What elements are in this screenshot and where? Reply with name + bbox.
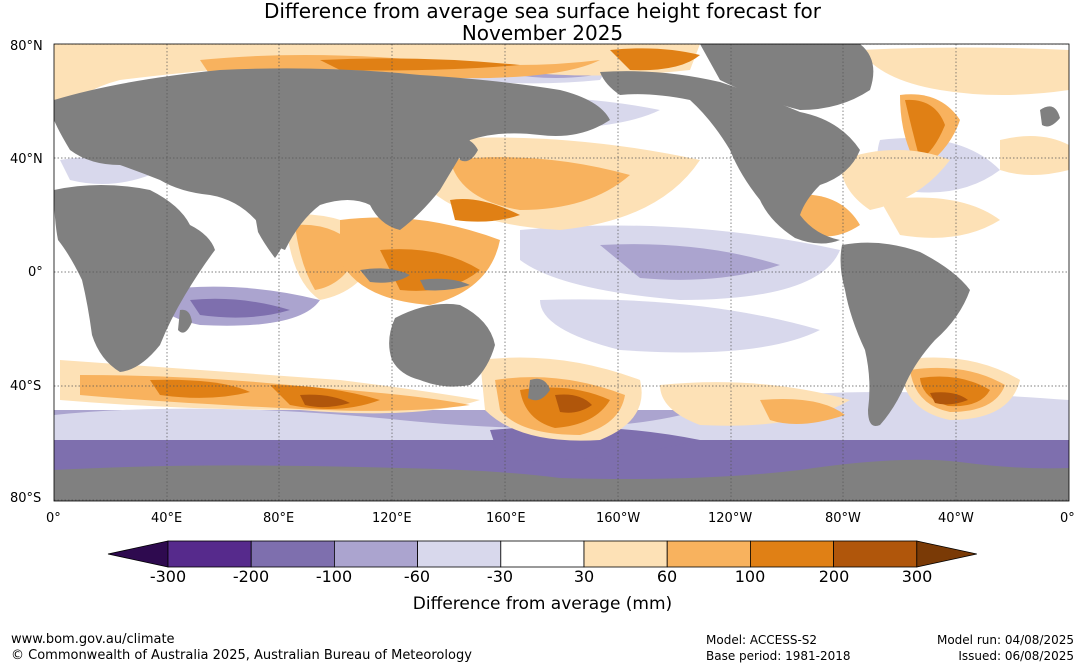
lon-label-160w: 160°W — [596, 511, 641, 526]
lon-label-120w: 120°W — [708, 511, 753, 526]
model-run-text: Model run: 04/08/2025 — [936, 633, 1074, 647]
title-line-1: Difference from average sea surface heig… — [263, 0, 822, 23]
colorbar-tick-label-1: -200 — [232, 567, 270, 586]
positive-anomaly-areas — [54, 44, 1069, 441]
new-zealand-land — [528, 378, 550, 401]
japan-land — [455, 138, 478, 162]
colorbar-tick-label-5: 30 — [573, 567, 595, 586]
chart-title: Difference from average sea surface heig… — [0, 0, 1085, 44]
base-period-text: Base period: 1981-2018 — [706, 649, 851, 663]
colorbar — [107, 540, 977, 568]
lon-label-80w: 80°W — [825, 511, 861, 526]
lat-label-40s: 40°S — [10, 379, 42, 394]
lon-label-0-right: 0° — [1060, 511, 1075, 526]
australia-land — [389, 303, 495, 387]
lon-label-160e: 160°E — [486, 511, 526, 526]
title-line-2: November 2025 — [461, 21, 624, 45]
africa-land — [54, 185, 215, 372]
colorbar-extend-low — [107, 540, 169, 568]
sea-surface-height-map — [53, 43, 1070, 502]
colorbar-bin-5 — [583, 540, 668, 568]
copyright-text: © Commonwealth of Australia 2025, Austra… — [11, 648, 472, 663]
issued-text: Issued: 06/08/2025 — [958, 649, 1074, 663]
colorbar-bin-4 — [500, 540, 585, 568]
land-masses — [54, 44, 1069, 501]
europe-asia-land — [54, 68, 610, 250]
colorbar-tick-label-4: -30 — [486, 567, 514, 586]
greenland-land — [700, 44, 874, 110]
colorbar-bin-2 — [333, 540, 418, 568]
south-america-land — [840, 242, 970, 426]
colorbar-bin-0 — [167, 540, 252, 568]
colorbar-tick-label-8: 200 — [818, 567, 850, 586]
website-link[interactable]: www.bom.gov.au/climate — [11, 632, 175, 647]
colorbar-bin-6 — [666, 540, 751, 568]
colorbar-tick-label-7: 100 — [734, 567, 766, 586]
lat-label-80s: 80°S — [10, 491, 42, 506]
colorbar-tick-label-2: -100 — [315, 567, 353, 586]
colorbar-bin-3 — [417, 540, 502, 568]
madagascar-land — [178, 309, 192, 333]
lat-label-80n: 80°N — [10, 39, 43, 54]
map-frame — [53, 43, 1070, 502]
lon-label-40w: 40°W — [938, 511, 974, 526]
map-gridlines — [54, 44, 1069, 501]
india-land — [255, 213, 290, 258]
colorbar-bin-8 — [833, 540, 918, 568]
colorbar-tick-label-6: 60 — [656, 567, 678, 586]
indonesia-land — [360, 268, 470, 291]
antarctica-land — [54, 459, 1069, 501]
colorbar-bin-7 — [750, 540, 835, 568]
colorbar-tick-label-3: -60 — [403, 567, 431, 586]
north-america-land — [600, 71, 860, 244]
colorbar-title: Difference from average (mm) — [412, 594, 673, 614]
colorbar-bin-1 — [250, 540, 335, 568]
uk-land — [1040, 106, 1060, 127]
colorbar-tick-label-9: 300 — [901, 567, 933, 586]
model-text: Model: ACCESS-S2 — [706, 633, 818, 647]
lon-label-120e: 120°E — [372, 511, 412, 526]
lon-label-80e: 80°E — [263, 511, 295, 526]
lon-label-0-left: 0° — [46, 511, 61, 526]
lon-label-40e: 40°E — [151, 511, 183, 526]
map-panel: 80°N 40°N 0° 40°S 80°S 0° 40°E 80°E 120°… — [10, 39, 1075, 526]
lat-label-0: 0° — [28, 265, 43, 280]
colorbar-tick-label-0: -300 — [149, 567, 187, 586]
lat-label-40n: 40°N — [10, 152, 43, 167]
colorbar-extend-high — [916, 540, 977, 568]
